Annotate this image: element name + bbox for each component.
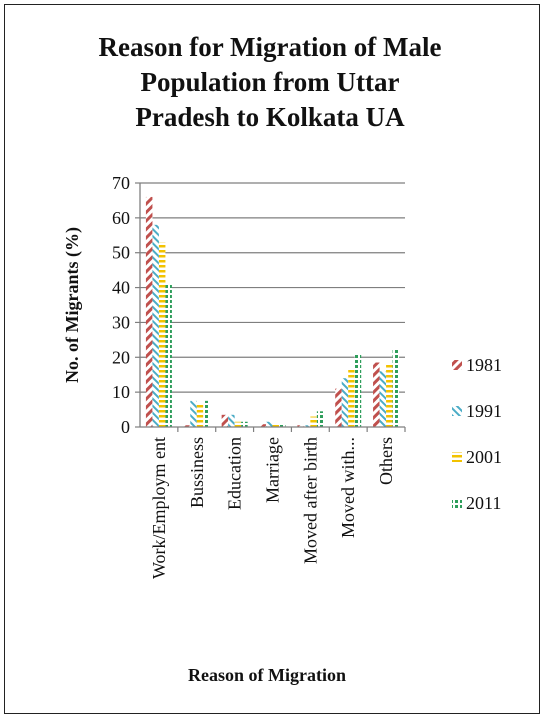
- y-axis-title: No. of Migrants (%): [62, 227, 83, 383]
- bar-1991-6: [379, 371, 387, 427]
- gridlines: [140, 182, 405, 393]
- bar-2011-0: [165, 284, 172, 427]
- x-tick-label: Work/Employm ent: [149, 437, 169, 579]
- y-tick-label: 20: [112, 347, 130, 367]
- axes: [135, 182, 406, 432]
- bar-1981-5: [335, 388, 342, 427]
- x-tick-label: Moved after birth: [300, 437, 320, 564]
- y-tick-label: 0: [121, 417, 130, 437]
- x-tick-label: Education: [225, 437, 245, 510]
- x-tick-label: Moved with...: [338, 437, 358, 538]
- bar-2001-0: [158, 242, 166, 427]
- y-tick-label: 70: [112, 173, 130, 193]
- legend: 1981 1991 2001 2011: [452, 355, 502, 513]
- bar-2001-3: [272, 422, 279, 427]
- bar-1981-6: [373, 362, 380, 427]
- bar-2001-6: [386, 364, 393, 427]
- chart-frame: [4, 4, 540, 714]
- legend-label-2011: 2011: [466, 493, 501, 513]
- x-tick-label: Marriage: [263, 437, 283, 503]
- bar-2001-1: [196, 402, 204, 427]
- chart-title-line-1: Reason for Migration of Male: [98, 32, 442, 62]
- bar-1981-0: [145, 196, 153, 427]
- bar-1991-4: [303, 425, 311, 427]
- bar-2011-4: [316, 411, 324, 427]
- bar-2011-2: [241, 421, 248, 427]
- bar-2011-6: [392, 348, 400, 427]
- bar-1991-5: [341, 378, 349, 427]
- y-tick-label: 40: [112, 278, 130, 298]
- bar-2011-3: [279, 423, 286, 427]
- legend-swatch-2011: [452, 498, 462, 508]
- bar-1981-2: [221, 414, 229, 427]
- axis-labels: 0 10 20 30 40 50 60 70 Work/Employm ent Bussiness…: [62, 173, 396, 685]
- bar-1981-4: [297, 425, 304, 427]
- y-tick-label: 60: [112, 208, 130, 228]
- chart-title-line-2: Population from Uttar: [140, 67, 400, 97]
- legend-label-1981: 1981: [466, 355, 502, 375]
- y-tick-label: 50: [112, 243, 130, 263]
- legend-swatch-1991: [452, 406, 462, 416]
- legend-label-2001: 2001: [466, 447, 502, 467]
- bar-2001-2: [234, 421, 242, 427]
- bar-1981-1: [183, 425, 191, 427]
- legend-swatch-1981: [452, 360, 462, 370]
- bar-2001-5: [348, 367, 355, 427]
- bar-2011-5: [354, 353, 362, 427]
- x-tick-label: Bussiness: [187, 437, 207, 508]
- bar-1981-3: [259, 424, 266, 427]
- bar-1991-1: [190, 400, 197, 427]
- x-axis-title: Reason of Migration: [188, 665, 346, 685]
- x-tick-label: Others: [376, 437, 396, 485]
- legend-label-1991: 1991: [466, 401, 502, 421]
- bar-1991-3: [266, 421, 273, 427]
- legend-swatch-2001: [452, 452, 462, 462]
- bar-1991-2: [228, 414, 235, 427]
- bar-2001-4: [310, 416, 317, 427]
- bar-1991-0: [152, 224, 159, 427]
- bar-2011-1: [203, 400, 210, 427]
- y-tick-label: 10: [112, 382, 130, 402]
- chart-title-line-3: Pradesh to Kolkata UA: [135, 102, 405, 132]
- y-tick-label: 30: [112, 312, 130, 332]
- chart-title: Reason for Migration of Male Population …: [30, 30, 510, 135]
- bars: [145, 196, 400, 427]
